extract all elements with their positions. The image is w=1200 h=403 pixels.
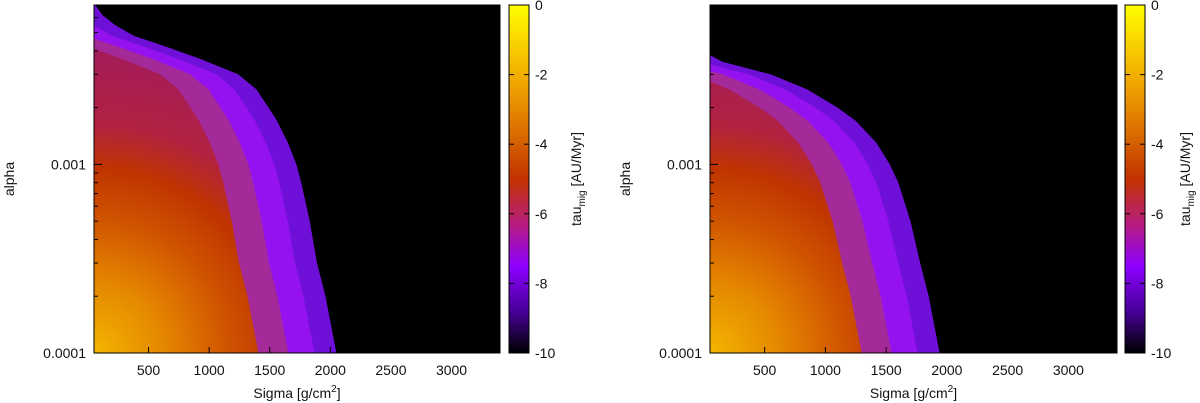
colorbar-tick-label: -8 xyxy=(1151,275,1164,291)
colorbar xyxy=(508,4,530,354)
x-axis-label-end: ] xyxy=(953,385,957,401)
colorbar-tick-label: -10 xyxy=(535,345,555,361)
colorbar-tick-label: -10 xyxy=(1151,345,1171,361)
colorbar-label-sub: mig xyxy=(577,190,588,206)
colorbar-tick-label: -2 xyxy=(1151,67,1164,83)
plot-frame xyxy=(93,4,501,354)
colorbar-label: taumig [AU/Myr] xyxy=(1177,132,1197,226)
colorbar-label-main: tau xyxy=(1177,207,1193,226)
y-tick-label: 0.0001 xyxy=(43,345,86,361)
x-axis-label-sup: 2 xyxy=(331,384,337,395)
plot-frame xyxy=(709,4,1118,354)
colorbar-label-main: tau xyxy=(568,207,584,226)
colorbar-tick-label: -8 xyxy=(535,275,548,291)
x-tick-label: 1000 xyxy=(194,362,225,378)
colorbar-tick-label: -2 xyxy=(535,67,548,83)
x-tick-label: 2000 xyxy=(315,362,346,378)
x-tick-label: 500 xyxy=(137,362,161,378)
x-tick-label: 1500 xyxy=(254,362,285,378)
colorbar-label-end: [AU/Myr] xyxy=(568,132,584,190)
colorbar-tick-label: 0 xyxy=(535,0,543,13)
panel-1: 500 1000 1500 2000 2500 3000 0.0001 0.001 Sigma … xyxy=(1,0,588,401)
x-axis-label-main: Sigma [g/cm xyxy=(253,385,331,401)
colorbar-label: taumig [AU/Myr] xyxy=(568,132,588,226)
x-tick-label: 2000 xyxy=(931,362,962,378)
x-tick-label: 2500 xyxy=(375,362,406,378)
x-axis-label-main: Sigma [g/cm xyxy=(870,385,948,401)
x-tick-label: 500 xyxy=(753,362,777,378)
colorbar xyxy=(1124,4,1146,354)
panel-2: 500 1000 1500 2000 2500 3000 0.0001 0.001 Sigma … xyxy=(617,0,1197,401)
colorbar-tick-label: 0 xyxy=(1151,0,1159,13)
region-main xyxy=(710,5,862,353)
region-main xyxy=(94,5,259,353)
x-tick-label: 2500 xyxy=(992,362,1023,378)
x-axis-label-sup: 2 xyxy=(948,384,954,395)
colorbar-tick-label: -6 xyxy=(535,206,548,222)
y-tick-label: 0.001 xyxy=(51,156,86,172)
y-axis-label: alpha xyxy=(617,162,633,196)
x-tick-label: 3000 xyxy=(436,362,467,378)
x-axis-label-end: ] xyxy=(337,385,341,401)
colorbar-label-end: [AU/Myr] xyxy=(1177,132,1193,190)
y-tick-label: 0.001 xyxy=(667,156,702,172)
colorbar-tick-label: -6 xyxy=(1151,206,1164,222)
y-tick-label: 0.0001 xyxy=(659,345,702,361)
x-axis-label: Sigma [g/cm2] xyxy=(253,384,340,401)
x-tick-label: 3000 xyxy=(1053,362,1084,378)
x-tick-label: 1500 xyxy=(871,362,902,378)
colorbar-label-sub: mig xyxy=(1186,190,1197,206)
colorbar-tick-label: -4 xyxy=(1151,136,1164,152)
y-axis-label: alpha xyxy=(1,162,17,196)
colorbar-tick-label: -4 xyxy=(535,136,548,152)
x-tick-label: 1000 xyxy=(810,362,841,378)
x-axis-label: Sigma [g/cm2] xyxy=(870,384,957,401)
